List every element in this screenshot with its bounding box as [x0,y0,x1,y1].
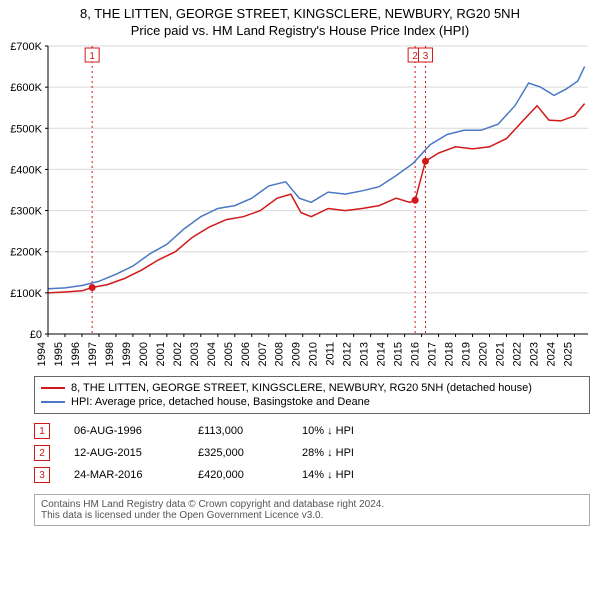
legend-label: 8, THE LITTEN, GEORGE STREET, KINGSCLERE… [71,382,532,394]
svg-text:£200K: £200K [10,247,42,259]
svg-text:2002: 2002 [172,342,184,366]
svg-text:2021: 2021 [494,342,506,366]
event-date: 24-MAR-2016 [74,469,174,481]
event-price: £113,000 [198,425,278,437]
page-title-line1: 8, THE LITTEN, GEORGE STREET, KINGSCLERE… [8,6,592,21]
svg-text:2011: 2011 [325,342,337,366]
svg-text:2003: 2003 [189,342,201,366]
event-diff: 10% ↓ HPI [302,425,382,437]
footer-line1: Contains HM Land Registry data © Crown c… [41,499,583,510]
svg-text:2023: 2023 [528,342,540,366]
events-table: 1 06-AUG-1996 £113,000 10% ↓ HPI 2 12-AUG-201… [34,420,590,486]
svg-text:2015: 2015 [393,342,405,366]
svg-text:2009: 2009 [291,342,303,366]
event-row: 3 24-MAR-2016 £420,000 14% ↓ HPI [34,464,590,486]
svg-text:1994: 1994 [36,342,48,366]
event-price: £325,000 [198,447,278,459]
svg-text:£400K: £400K [10,164,42,176]
legend: 8, THE LITTEN, GEORGE STREET, KINGSCLERE… [34,376,590,414]
price-chart: 1 23 £0 £100K £200K £300K £400K £500K £600K £700K… [0,40,600,370]
svg-text:2007: 2007 [257,342,269,366]
footer-attribution: Contains HM Land Registry data © Crown c… [34,494,590,526]
svg-text:3: 3 [423,51,429,62]
svg-text:£0: £0 [30,329,42,341]
event-date: 12-AUG-2015 [74,447,174,459]
legend-swatch [41,387,65,389]
event-row: 1 06-AUG-1996 £113,000 10% ↓ HPI [34,420,590,442]
svg-text:1: 1 [89,51,95,62]
svg-text:2020: 2020 [478,342,490,366]
event-marker: 3 [34,467,50,483]
event-marker: 1 [34,423,50,439]
event-row: 2 12-AUG-2015 £325,000 28% ↓ HPI [34,442,590,464]
event-diff: 28% ↓ HPI [302,447,382,459]
svg-text:2: 2 [412,51,418,62]
legend-swatch [41,401,65,403]
svg-text:£100K: £100K [10,288,42,300]
svg-text:2004: 2004 [206,342,218,366]
svg-text:1999: 1999 [121,342,133,366]
svg-text:2008: 2008 [274,342,286,366]
svg-text:1998: 1998 [104,342,116,366]
event-marker: 2 [34,445,50,461]
svg-text:2012: 2012 [342,342,354,366]
svg-text:2013: 2013 [359,342,371,366]
svg-text:£300K: £300K [10,206,42,218]
svg-text:2022: 2022 [511,342,523,366]
svg-text:2010: 2010 [308,342,320,366]
event-diff: 14% ↓ HPI [302,469,382,481]
svg-text:2018: 2018 [444,342,456,366]
event-date: 06-AUG-1996 [74,425,174,437]
svg-text:1996: 1996 [70,342,82,366]
svg-text:2017: 2017 [427,342,439,366]
svg-text:2006: 2006 [240,342,252,366]
legend-row: 8, THE LITTEN, GEORGE STREET, KINGSCLERE… [41,381,583,395]
svg-text:2000: 2000 [138,342,150,366]
footer-line2: This data is licensed under the Open Gov… [41,510,583,521]
svg-text:1995: 1995 [53,342,65,366]
svg-text:£600K: £600K [10,82,42,94]
page-title-line2: Price paid vs. HM Land Registry's House … [8,23,592,38]
svg-text:2025: 2025 [562,342,574,366]
svg-text:2016: 2016 [410,342,422,366]
legend-row: HPI: Average price, detached house, Basi… [41,395,583,409]
svg-text:2001: 2001 [155,342,167,366]
svg-text:2005: 2005 [223,342,235,366]
svg-text:2014: 2014 [376,342,388,366]
svg-text:£700K: £700K [10,41,42,53]
event-price: £420,000 [198,469,278,481]
svg-text:£500K: £500K [10,123,42,135]
svg-text:1997: 1997 [87,342,99,366]
svg-text:2024: 2024 [545,342,557,366]
legend-label: HPI: Average price, detached house, Basi… [71,396,370,408]
svg-text:2019: 2019 [461,342,473,366]
